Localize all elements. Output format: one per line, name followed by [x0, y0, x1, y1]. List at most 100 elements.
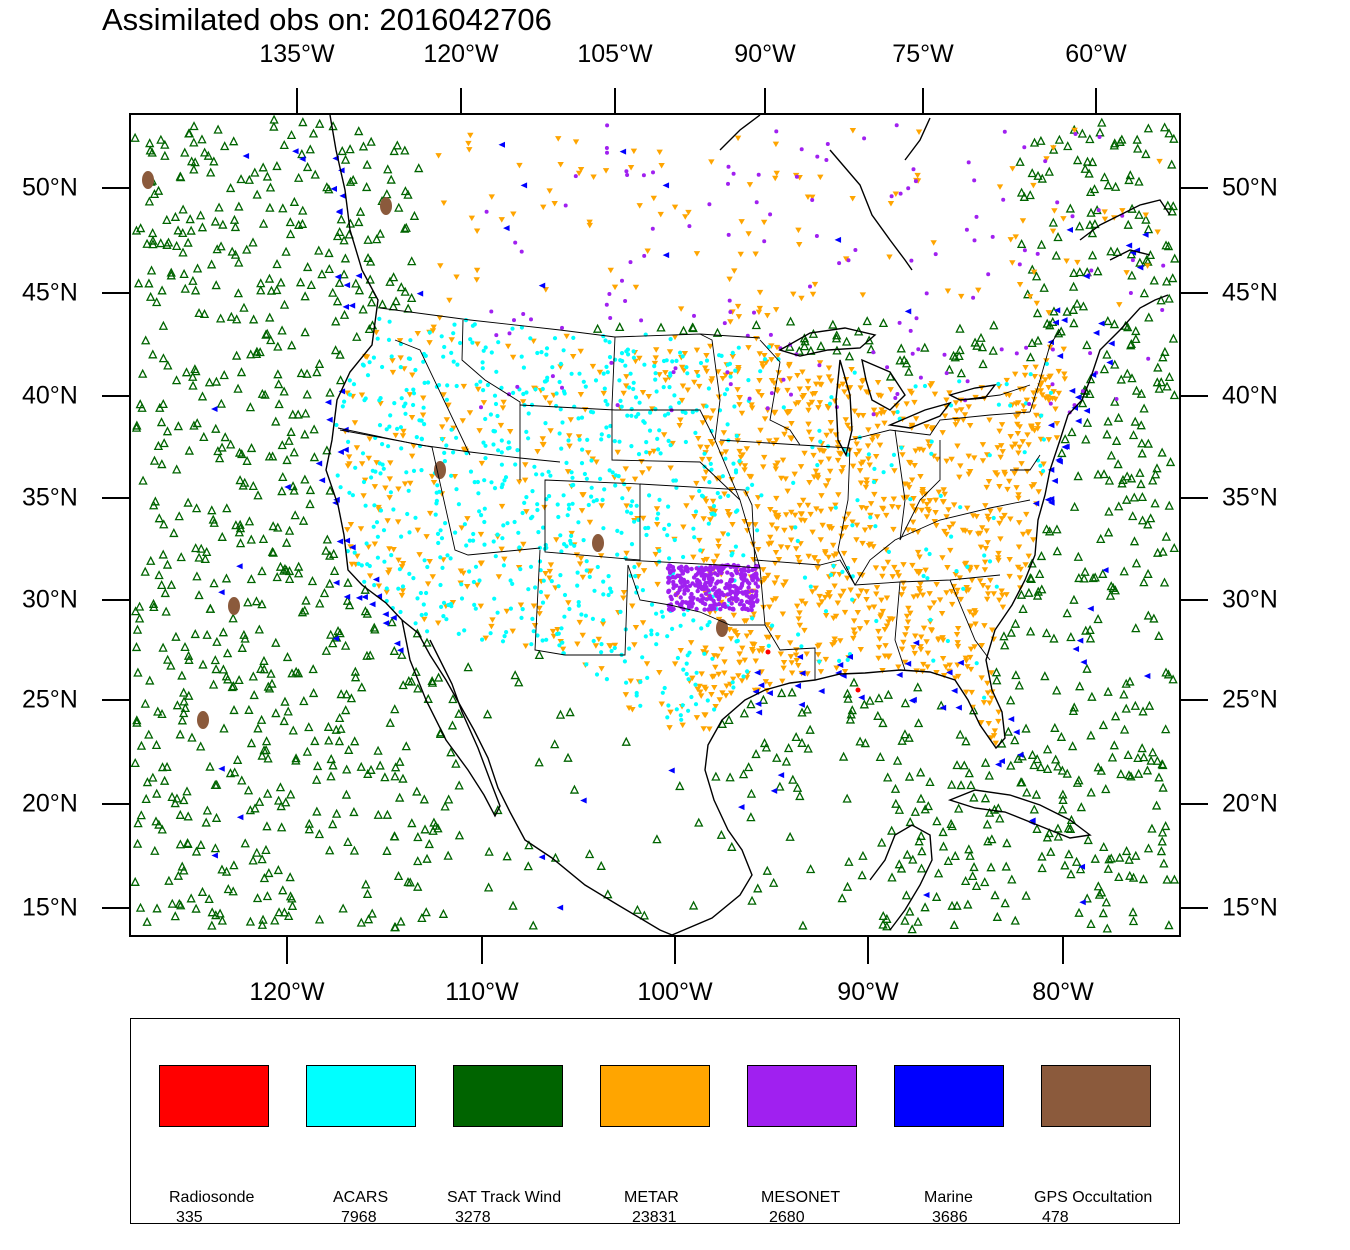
metar-marker	[816, 360, 824, 366]
acars-marker	[388, 490, 393, 495]
acars-marker	[499, 438, 504, 443]
sat-track-wind-marker	[392, 140, 402, 150]
sat-track-wind-marker	[592, 323, 603, 333]
acars-marker	[528, 336, 533, 341]
sat-track-wind-marker	[746, 812, 756, 822]
acars-marker	[576, 416, 581, 421]
sat-track-wind-marker	[1006, 627, 1016, 637]
sat-track-wind-marker	[791, 731, 801, 742]
sat-track-wind-marker	[1086, 207, 1096, 217]
metar-marker	[984, 513, 991, 520]
sat-track-wind-marker	[210, 216, 221, 226]
sat-track-wind-marker	[230, 222, 241, 232]
sat-track-wind-marker	[1082, 893, 1092, 903]
sat-track-wind-marker	[1085, 374, 1096, 384]
metar-marker	[1045, 310, 1053, 316]
sat-track-wind-marker	[413, 683, 423, 693]
sat-track-wind-marker	[132, 624, 143, 634]
sat-track-wind-marker	[1133, 143, 1143, 153]
metar-marker	[904, 527, 912, 533]
sat-track-wind-marker	[788, 774, 798, 784]
sat-track-wind-marker	[1122, 368, 1132, 378]
mesonet-marker	[825, 142, 830, 146]
sat-track-wind-marker	[248, 237, 258, 247]
metar-marker	[685, 209, 692, 216]
metar-marker	[645, 466, 653, 472]
sat-track-wind-marker	[751, 749, 761, 759]
acars-marker	[576, 520, 581, 525]
metar-marker	[699, 420, 706, 426]
acars-marker	[994, 584, 999, 589]
mesonet-marker	[620, 278, 624, 283]
marine-marker	[336, 538, 344, 545]
metar-marker	[1101, 209, 1108, 215]
sat-track-wind-marker	[1164, 128, 1174, 138]
sat-track-wind-marker	[349, 807, 359, 817]
sat-track-wind-marker	[923, 801, 933, 811]
acars-marker	[508, 606, 513, 611]
sat-track-wind-marker	[1046, 846, 1056, 856]
mesonet-marker	[726, 232, 731, 237]
mesonet-marker	[666, 588, 671, 594]
metar-marker	[924, 650, 932, 657]
metar-marker	[900, 639, 907, 646]
metar-marker	[473, 228, 481, 234]
sat-track-wind-marker	[596, 860, 606, 870]
sat-track-wind-marker	[969, 792, 979, 802]
sat-track-wind-marker	[1131, 623, 1141, 633]
acars-marker	[678, 713, 683, 718]
marine-marker	[1068, 387, 1076, 394]
metar-marker	[1038, 374, 1045, 381]
sat-track-wind-marker	[264, 868, 274, 878]
metar-marker	[557, 364, 564, 370]
sat-track-wind-marker	[1010, 735, 1020, 745]
sat-track-wind-marker	[1127, 373, 1137, 383]
metar-marker	[825, 478, 832, 484]
metar-marker	[849, 127, 857, 134]
metar-marker	[468, 215, 476, 222]
metar-marker	[434, 620, 442, 627]
metar-marker	[549, 628, 557, 635]
metar-marker	[882, 643, 889, 649]
metar-marker	[787, 654, 795, 660]
acars-marker	[873, 524, 878, 529]
metar-marker	[467, 132, 474, 139]
marine-marker	[1079, 899, 1086, 906]
sat-track-wind-marker	[179, 865, 189, 875]
metar-marker	[656, 149, 663, 156]
mesonet-marker	[1050, 347, 1055, 352]
sat-track-wind-marker	[248, 480, 258, 491]
sat-track-wind-marker	[1103, 527, 1114, 537]
metar-marker	[1019, 531, 1027, 538]
metar-marker	[519, 399, 527, 405]
sat-track-wind-marker	[785, 341, 795, 351]
acars-marker	[609, 589, 614, 595]
sat-track-wind-marker	[1075, 864, 1086, 874]
mesonet-marker	[942, 352, 947, 357]
sat-track-wind-marker	[845, 714, 856, 724]
metar-marker	[840, 588, 847, 595]
sat-track-wind-marker	[221, 671, 232, 681]
mesonet-marker	[723, 585, 728, 591]
mesonet-marker	[615, 403, 620, 408]
sat-track-wind-marker	[141, 335, 151, 345]
sat-track-wind-marker	[148, 349, 158, 359]
metar-marker	[480, 400, 488, 406]
mesonet-marker	[682, 579, 687, 585]
sat-track-wind-marker	[877, 837, 887, 847]
marine-marker	[292, 148, 299, 155]
acars-marker	[375, 336, 380, 341]
sat-track-wind-marker	[1142, 254, 1152, 265]
sat-track-wind-marker	[1075, 681, 1085, 691]
sat-track-wind-marker	[133, 667, 143, 677]
mesonet-marker	[747, 396, 752, 401]
metar-marker	[598, 503, 605, 509]
acars-marker	[584, 476, 590, 481]
mesonet-marker	[747, 581, 752, 586]
acars-marker	[438, 528, 443, 533]
acars-marker	[399, 534, 404, 539]
sat-track-wind-marker	[302, 162, 313, 172]
sat-track-wind-marker	[1137, 448, 1147, 458]
sat-track-wind-marker	[1098, 568, 1108, 578]
marine-marker	[912, 639, 920, 646]
